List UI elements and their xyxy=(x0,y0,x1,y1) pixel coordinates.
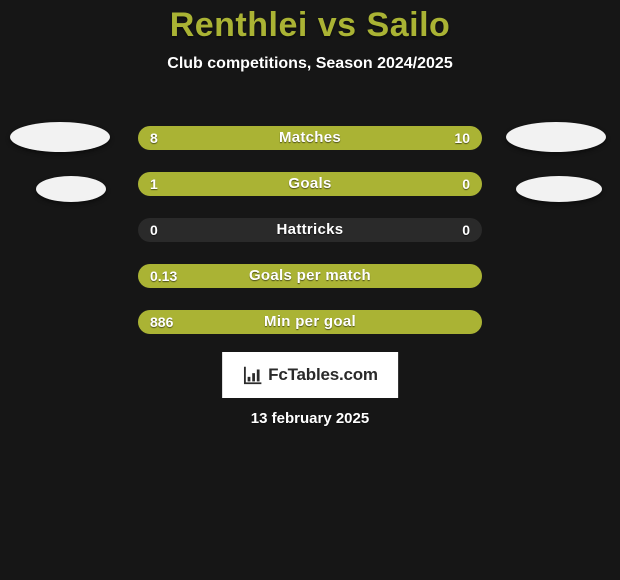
page-title: Renthlei vs Sailo xyxy=(0,0,620,45)
stat-label: Min per goal xyxy=(138,310,482,334)
stat-row: 886Min per goal xyxy=(138,310,482,334)
stat-label: Matches xyxy=(138,126,482,150)
brand-chart-icon xyxy=(242,364,264,386)
stat-row: 810Matches xyxy=(138,126,482,150)
player-left-top xyxy=(10,122,110,152)
brand-badge: FcTables.com xyxy=(222,352,398,398)
stat-bars-container: 810Matches 10Goals 00Hattricks 0.13Goals pe… xyxy=(138,126,482,356)
player-right-top xyxy=(506,122,606,152)
comparison-infographic: Renthlei vs Sailo Club competitions, Sea… xyxy=(0,0,620,580)
stat-label: Goals xyxy=(138,172,482,196)
stat-row: 00Hattricks xyxy=(138,218,482,242)
stat-row: 0.13Goals per match xyxy=(138,264,482,288)
stat-row: 10Goals xyxy=(138,172,482,196)
stat-label: Hattricks xyxy=(138,218,482,242)
subtitle: Club competitions, Season 2024/2025 xyxy=(0,55,620,73)
brand-text: FcTables.com xyxy=(268,365,378,385)
stat-label: Goals per match xyxy=(138,264,482,288)
player-right-bottom xyxy=(516,176,602,202)
footer-date: 13 february 2025 xyxy=(0,410,620,427)
player-left-bottom xyxy=(36,176,106,202)
